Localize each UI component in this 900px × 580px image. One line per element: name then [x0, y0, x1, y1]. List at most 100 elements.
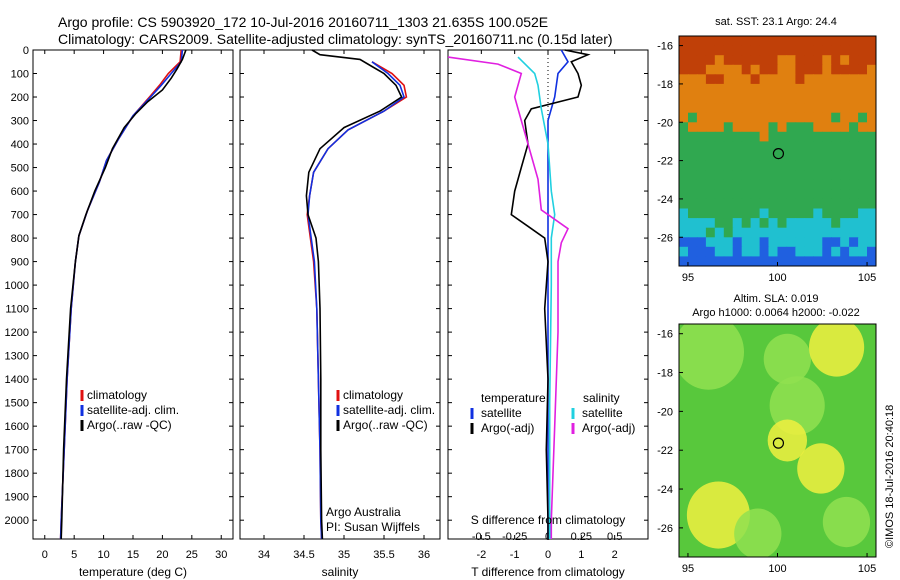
sst-cell: [867, 36, 876, 47]
depth-tick-label: 1300: [5, 351, 29, 363]
sst-cell: [679, 93, 689, 104]
sst-cell: [705, 55, 716, 66]
sst-cell: [750, 170, 761, 181]
sst-cell: [768, 198, 779, 210]
sst-cell: [759, 64, 770, 75]
sst-cell: [795, 74, 805, 85]
sst-cell: [849, 131, 859, 142]
sst-cell: [688, 208, 698, 219]
sst-cell: [822, 246, 832, 257]
sst-cell: [768, 36, 779, 47]
sst-cell: [813, 141, 823, 152]
sst-cell: [732, 93, 743, 104]
sst-cell: [741, 112, 752, 123]
map-y-tick-label: -20: [657, 406, 673, 418]
sst-cell: [822, 170, 832, 181]
sst-map-ticks: 95 100 105 -16 -18 -20 -22 -24 -26: [657, 41, 876, 284]
sst-cell: [795, 122, 805, 133]
sst-cell: [741, 246, 752, 257]
depth-tick-label: 1000: [5, 280, 29, 292]
sst-cell: [786, 131, 797, 142]
sst-cell: [714, 189, 725, 200]
sst-cell: [849, 74, 859, 85]
map-y-tick-label: -18: [657, 368, 673, 380]
sst-cell: [786, 208, 797, 219]
sst-cell: [714, 151, 725, 162]
sst-cell: [786, 74, 797, 85]
sst-cell: [822, 83, 832, 95]
x-tick-label: 2: [612, 549, 618, 561]
sst-cell: [750, 122, 761, 133]
sst-cell: [777, 112, 788, 123]
sst-cell: [822, 179, 832, 190]
sst-cell: [714, 218, 725, 229]
sst-cell: [688, 218, 698, 229]
x-tick-label: 35.5: [373, 549, 394, 561]
map-y-tick-label: -16: [657, 329, 673, 341]
sst-cell: [849, 227, 859, 238]
sst-cell: [759, 112, 770, 123]
sst-cell: [705, 93, 716, 104]
sst-cell: [741, 141, 752, 152]
map-y-tick-label: -16: [657, 41, 673, 53]
sst-cell: [813, 151, 823, 162]
sst-cell: [723, 112, 734, 123]
sst-cell: [813, 237, 823, 248]
salinity-annotation-1: Argo Australia: [326, 505, 401, 519]
sst-cell: [768, 74, 779, 85]
sst-cell: [741, 131, 752, 142]
sst-cell: [777, 131, 788, 142]
depth-tick-label: 1400: [5, 374, 29, 386]
sst-cell: [804, 141, 814, 152]
sst-cell: [688, 122, 698, 133]
sst-cell: [705, 36, 716, 47]
sst-cell: [759, 198, 770, 210]
sst-cell: [777, 83, 788, 95]
sst-cell: [795, 64, 805, 75]
sst-cell: [688, 64, 698, 75]
sst-cell: [705, 64, 716, 75]
sst-cell: [786, 93, 797, 104]
sst-cell: [777, 55, 788, 66]
sst-cell: [768, 208, 779, 219]
salinity-x-ticks: 34 34.5 35 35.5 36: [258, 50, 430, 561]
sst-cell: [804, 237, 814, 248]
sst-cell: [705, 141, 716, 152]
sst-cell: [688, 45, 698, 56]
depth-tick-label: 400: [11, 139, 29, 151]
depth-tick-label: 1500: [5, 398, 29, 410]
sst-cell: [750, 256, 761, 266]
salinity-difference-label: S difference from climatology: [471, 513, 626, 527]
sst-cell: [696, 189, 707, 200]
sst-cell: [813, 64, 823, 75]
sst-cell: [831, 55, 841, 66]
sst-cell: [858, 131, 868, 142]
x-tick-label: 34: [258, 549, 270, 561]
sst-cell: [714, 45, 725, 56]
sst-cell: [732, 179, 743, 190]
sst-cell: [732, 227, 743, 238]
legend-label: satellite: [481, 406, 522, 420]
sst-cell: [741, 93, 752, 104]
salinity-profile-lines: [305, 49, 408, 540]
sst-cell: [723, 189, 734, 200]
sst-cell: [741, 83, 752, 95]
sst-cell: [867, 237, 876, 248]
sst-cell: [696, 218, 707, 229]
sst-cell: [849, 170, 859, 181]
depth-tick-label: 900: [11, 257, 29, 269]
sst-cell: [840, 55, 850, 66]
sst-cell: [688, 103, 698, 114]
sst-cell: [795, 170, 805, 181]
x-tick-label: 36: [418, 549, 430, 561]
sst-cell: [804, 83, 814, 95]
sst-cell: [688, 131, 698, 142]
sst-cell: [804, 122, 814, 133]
sst-cell: [679, 227, 689, 238]
sst-cell: [679, 74, 689, 85]
sst-cell: [804, 160, 814, 171]
sst-cell: [813, 246, 823, 257]
sst-cell: [723, 151, 734, 162]
sst-cell: [732, 74, 743, 85]
sst-cell: [696, 55, 707, 66]
